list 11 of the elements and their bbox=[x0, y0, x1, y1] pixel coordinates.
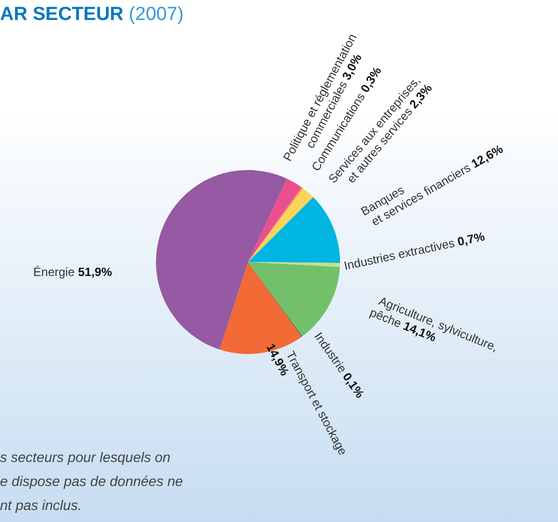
text: nt pas inclus. bbox=[0, 497, 82, 513]
slice-label: Énergie bbox=[33, 265, 78, 279]
pie-slice bbox=[248, 197, 340, 263]
slice-label: Industries extractives bbox=[342, 236, 456, 273]
text: e dispose pas de données ne bbox=[0, 473, 184, 489]
data-label: 51,9% bbox=[78, 265, 112, 279]
pie-slice bbox=[248, 188, 314, 262]
text: s secteurs pour lesquels on bbox=[0, 449, 171, 465]
data-label: 0,7% bbox=[456, 229, 486, 249]
chart-title: AR SECTEUR bbox=[0, 4, 124, 25]
chart-subtitle: (2007) bbox=[124, 4, 184, 25]
